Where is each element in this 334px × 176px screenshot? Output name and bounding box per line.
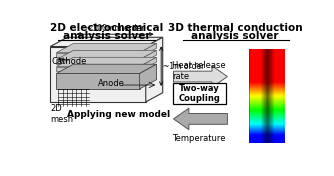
Text: Two-way
Coupling: Two-way Coupling [179, 84, 220, 103]
Polygon shape [56, 60, 140, 64]
Polygon shape [56, 74, 140, 89]
Text: Cathode: Cathode [52, 57, 87, 66]
Polygon shape [56, 53, 140, 57]
Text: 2D
mesh: 2D mesh [50, 104, 73, 124]
FancyBboxPatch shape [173, 83, 226, 104]
Polygon shape [140, 43, 157, 57]
Polygon shape [50, 46, 146, 102]
Polygon shape [56, 64, 157, 74]
Polygon shape [146, 37, 163, 102]
Text: 3D thermal conduction: 3D thermal conduction [168, 23, 302, 33]
Polygon shape [140, 50, 157, 64]
Polygon shape [173, 108, 227, 130]
Polygon shape [56, 43, 157, 53]
Text: ~1m order: ~1m order [163, 62, 204, 71]
Text: ~100mm order: ~100mm order [86, 24, 144, 33]
Polygon shape [140, 64, 157, 89]
Text: analysis solver: analysis solver [63, 31, 150, 41]
Polygon shape [56, 50, 157, 60]
Polygon shape [56, 57, 157, 67]
Polygon shape [50, 37, 163, 46]
Text: Applying new model: Applying new model [67, 110, 170, 119]
Text: Temperature: Temperature [172, 134, 225, 143]
Text: Anode: Anode [98, 79, 125, 88]
Polygon shape [173, 66, 227, 87]
Text: 2D electrochemical: 2D electrochemical [50, 23, 163, 33]
Text: Heat release
rate: Heat release rate [172, 61, 225, 81]
Polygon shape [56, 67, 140, 71]
Polygon shape [140, 57, 157, 71]
Text: analysis solver: analysis solver [191, 31, 279, 41]
